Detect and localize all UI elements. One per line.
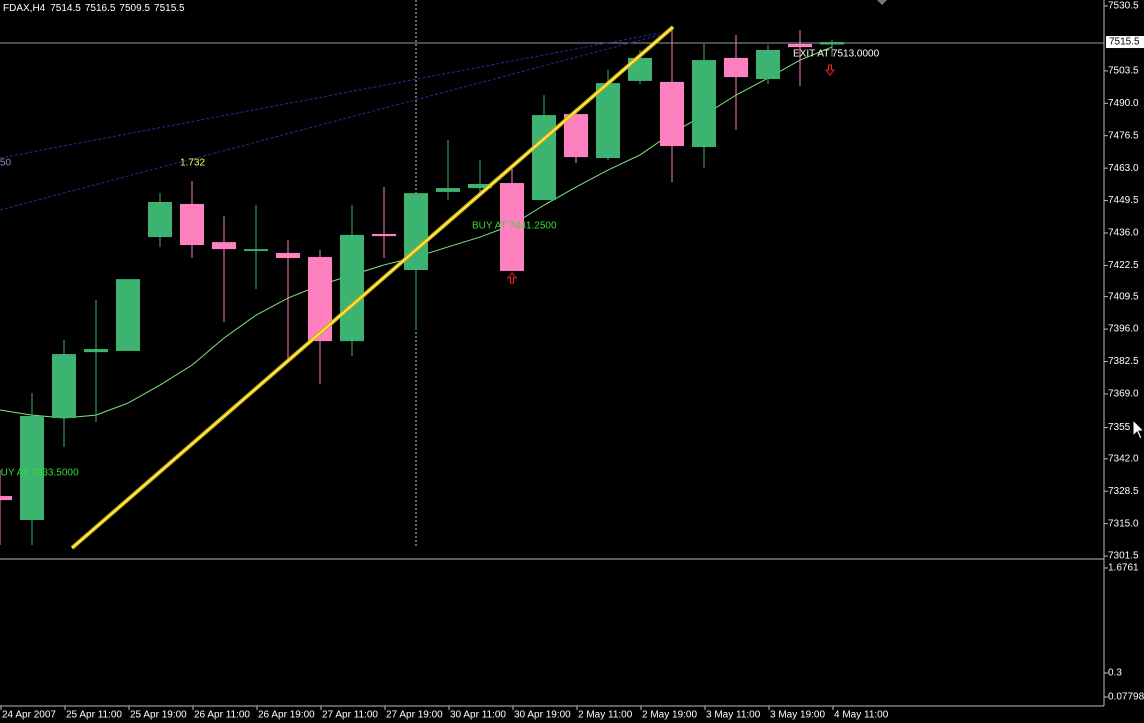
header-high: 7516.5 xyxy=(85,3,116,14)
candle-body xyxy=(148,202,172,238)
x-tick-label: 26 Apr 11:00 xyxy=(194,710,250,721)
annotation: EXIT AT 7513.0000 xyxy=(793,49,880,60)
candle-body xyxy=(180,203,204,246)
annotation: BUY AT 7333.5000 xyxy=(0,468,79,479)
x-tick-label: 3 May 11:00 xyxy=(706,710,761,721)
annotation: BUY AT 7441.2500 xyxy=(472,221,557,232)
symbol: FDAX,H4 xyxy=(3,3,46,14)
y-tick-label: 7328.5 xyxy=(1108,486,1139,497)
candle-body xyxy=(500,183,524,271)
x-tick-label: 27 Apr 19:00 xyxy=(386,710,443,721)
y-tick-label: 7436.0 xyxy=(1108,228,1139,239)
y-tick-label: 7382.5 xyxy=(1108,356,1139,367)
candle-body xyxy=(756,49,780,80)
fibo-line xyxy=(71,26,674,549)
x-tick-label: 25 Apr 19:00 xyxy=(130,710,187,721)
candle-body xyxy=(692,60,716,148)
scroll-marker xyxy=(877,0,887,5)
x-tick-label: 27 Apr 11:00 xyxy=(322,710,378,721)
y-tick-label: 7409.5 xyxy=(1108,291,1139,302)
price-tag xyxy=(1106,36,1144,49)
candle-body xyxy=(532,115,556,201)
buy-arrow xyxy=(506,272,518,284)
x-tick-label: 25 Apr 11:00 xyxy=(66,710,122,721)
plot-area xyxy=(0,28,844,546)
header-close: 7515.5 xyxy=(154,3,185,14)
candle-body xyxy=(340,234,364,342)
y-tick-label: 7530.5 xyxy=(1108,1,1139,12)
y-tick-label: 7315.0 xyxy=(1108,518,1139,529)
x-tick-label: 26 Apr 19:00 xyxy=(258,710,315,721)
trend-line xyxy=(0,34,661,211)
x-tick-label: 30 Apr 11:00 xyxy=(450,710,506,721)
y-tick-label: 7396.0 xyxy=(1108,324,1139,335)
candle-body xyxy=(436,188,460,192)
header-low: 7509.5 xyxy=(119,3,150,14)
candle-body xyxy=(52,354,76,418)
y-tick-label: 7449.5 xyxy=(1108,195,1139,206)
candle-body xyxy=(308,257,332,342)
candle-body xyxy=(820,42,844,45)
y-tick-label: 7490.0 xyxy=(1108,98,1139,109)
y-tick-label: 7355 xyxy=(1108,422,1131,433)
candle-body xyxy=(660,81,684,147)
y-tick-label: 7463.0 xyxy=(1108,163,1139,174)
y-tick-label: 7476.5 xyxy=(1108,130,1139,141)
y-tick-label: 7503.5 xyxy=(1108,66,1139,77)
candle-body xyxy=(372,233,396,237)
subwindow-tick-label: 0.07798 xyxy=(1108,692,1144,703)
candle-body xyxy=(116,279,140,351)
y-tick-label: 7342.0 xyxy=(1108,453,1139,464)
x-tick-label: 3 May 19:00 xyxy=(770,710,825,721)
header: FDAX,H4 7514.5 7516.5 7509.5 7515.5 xyxy=(3,3,185,14)
candle-body xyxy=(468,183,492,189)
candle-body xyxy=(20,416,44,521)
x-tick-label: 2 May 19:00 xyxy=(642,710,697,721)
x-tick-label: 2 May 11:00 xyxy=(578,710,633,721)
candle-body xyxy=(276,252,300,258)
x-tick-label: 4 May 11:00 xyxy=(834,710,889,721)
subwindow-tick-label: 1.6761 xyxy=(1108,563,1139,574)
mouse-cursor xyxy=(1132,418,1144,440)
candle-body xyxy=(212,242,236,250)
annotation: 1.732 xyxy=(180,158,205,169)
sell-arrow xyxy=(824,64,836,76)
x-tick-label: 30 Apr 19:00 xyxy=(514,710,571,721)
trend-line xyxy=(0,32,661,159)
x-tick-label: 24 Apr 2007 xyxy=(2,710,56,721)
candle-body xyxy=(628,57,652,81)
candle-body xyxy=(724,57,748,78)
y-tick-label: 7369.0 xyxy=(1108,389,1139,400)
annotation: 50 xyxy=(0,158,12,169)
candle-body xyxy=(84,349,108,353)
candle-body xyxy=(244,249,268,252)
subwindow-tick-label: 0.3 xyxy=(1108,668,1122,679)
price-tag-label: 7515.5 xyxy=(1109,37,1140,48)
y-tick-label: 7422.5 xyxy=(1108,260,1139,271)
candle-body xyxy=(788,43,812,48)
candle-body xyxy=(596,83,620,159)
candle-body xyxy=(564,114,588,158)
candle-body xyxy=(0,496,12,501)
header-open: 7514.5 xyxy=(50,3,81,14)
y-tick-label: 7301.5 xyxy=(1108,551,1139,562)
